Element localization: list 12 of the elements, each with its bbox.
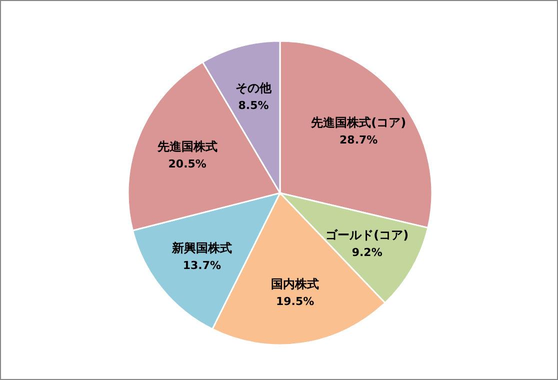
slice-label: 先進国株式(コア) bbox=[310, 116, 406, 130]
data-label: 8.5% bbox=[238, 99, 269, 112]
slice-label: その他 bbox=[236, 81, 273, 96]
slice-label: 先進国株式 bbox=[156, 140, 218, 154]
slice-label: ゴールド(コア) bbox=[326, 228, 409, 242]
slice-label: 国内株式 bbox=[271, 277, 320, 292]
data-label: 19.5% bbox=[276, 295, 314, 308]
data-label: 13.7% bbox=[182, 259, 222, 272]
data-label: 20.5% bbox=[168, 158, 206, 170]
data-label: 9.2% bbox=[352, 246, 382, 259]
slice-label: 新興国株式 bbox=[170, 241, 232, 256]
data-label: 28.7% bbox=[340, 134, 378, 147]
